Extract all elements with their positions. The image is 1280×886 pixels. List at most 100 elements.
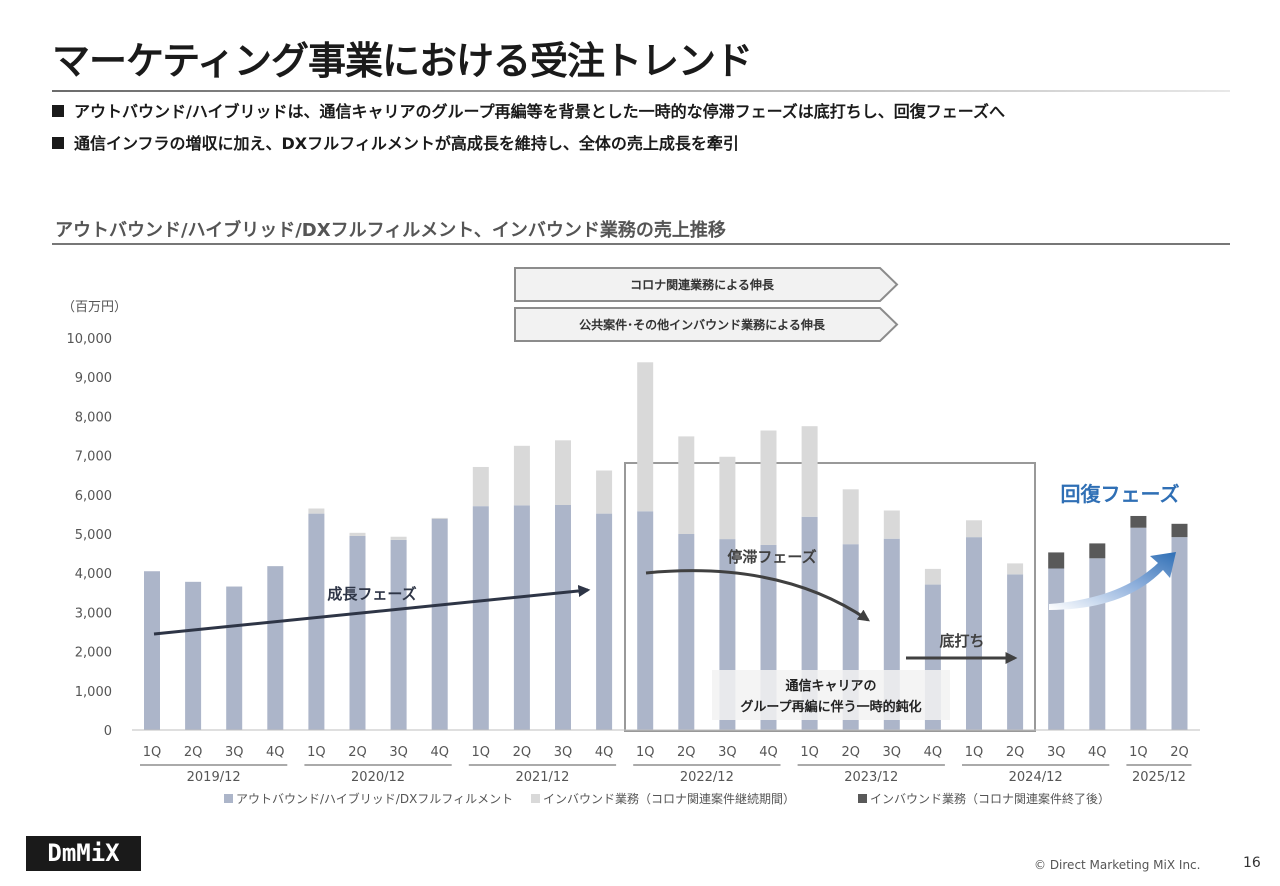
legend-label: インバウンド業務（コロナ関連案件終了後） <box>870 791 1110 806</box>
bar-segment-series-1 <box>966 537 982 730</box>
x-tick-label: 1Q <box>965 745 984 760</box>
y-tick-label: 4,000 <box>75 567 112 582</box>
stagnation-arrow-icon <box>645 569 870 622</box>
bar-segment-series-2 <box>349 532 366 536</box>
bottom-out-annotation: 底打ち <box>906 632 1018 664</box>
x-tick-label: 2Q <box>677 745 696 760</box>
growth-arrow-icon <box>153 584 591 636</box>
bar-segment-series-1 <box>390 539 407 730</box>
title-divider <box>52 90 1230 92</box>
x-axis-fiscal-years: 2019/12 2020/12 2021/12 2022/12 2023/12 2024/… <box>140 764 1192 785</box>
fiscal-year-label: 2022/12 <box>680 770 734 785</box>
bar-segment-series-1 <box>226 586 243 730</box>
y-axis: 0 1,000 2,000 3,000 4,000 5,000 6,000 7,000 8,00… <box>67 332 113 739</box>
x-tick-label: 1Q <box>636 745 655 760</box>
bar-segment-series-2 <box>924 568 941 585</box>
bar-segment-series-1 <box>1048 568 1065 730</box>
x-tick-label: 4Q <box>430 745 449 760</box>
bar-segment-series-1 <box>349 535 366 730</box>
x-tick-label: 2Q <box>348 745 367 760</box>
bar-segment-series-1 <box>513 505 530 730</box>
growth-phase-label: 成長フェーズ <box>327 585 416 603</box>
x-tick-label: 4Q <box>924 745 943 760</box>
bar-segment-series-1 <box>144 571 160 730</box>
fiscal-year-label: 2019/12 <box>187 770 241 785</box>
x-tick-label: 2Q <box>1006 745 1025 760</box>
bar-segment-series-1 <box>1171 537 1188 730</box>
page-number: 16 <box>1243 855 1261 871</box>
bar-segment-series-3 <box>1130 515 1147 528</box>
fiscal-year-label: 2021/12 <box>515 770 569 785</box>
fiscal-year-label: 2020/12 <box>351 770 405 785</box>
carrier-note: 通信キャリアの グループ再編に伴う一時的鈍化 <box>712 670 950 720</box>
bar-segment-series-2 <box>513 445 530 506</box>
stagnation-phase-label: 停滞フェーズ <box>727 548 816 566</box>
bar-segment-series-1 <box>431 518 448 730</box>
bar-segment-series-1 <box>637 511 654 730</box>
bar-segment-series-2 <box>596 470 613 514</box>
bullet-1-text: アウトバウンド/ハイブリッドは、通信キャリアのグループ再編等を背景とした一時的な… <box>74 102 1005 121</box>
banner-public: 公共案件･その他インバウンド業務による伸長 <box>514 307 899 342</box>
bar-segment-series-1 <box>1089 558 1106 730</box>
x-tick-label: 2Q <box>1170 745 1189 760</box>
bullet-square-icon <box>52 137 64 149</box>
bar-segment-series-1 <box>472 506 489 730</box>
x-tick-label: 1Q <box>800 745 819 760</box>
bar-segment-series-2 <box>1007 563 1024 575</box>
recovery-arrow-icon <box>1049 552 1176 610</box>
bar-series <box>144 362 1188 730</box>
x-tick-label: 1Q <box>143 745 162 760</box>
bar-segment-series-3 <box>1089 543 1106 559</box>
x-tick-label: 1Q <box>472 745 491 760</box>
bar-segment-series-1 <box>596 513 613 730</box>
banner-corona-label: コロナ関連業務による伸長 <box>630 277 775 292</box>
x-tick-label: 2Q <box>184 745 203 760</box>
y-tick-label: 3,000 <box>75 606 112 621</box>
page-title: マーケティング事業における受注トレンド <box>52 39 753 83</box>
stagnation-period-box <box>624 462 1036 732</box>
x-tick-label: 3Q <box>718 745 737 760</box>
bottom-out-label: 底打ち <box>939 632 984 650</box>
legend-label: インバウンド業務（コロナ関連案件継続期間） <box>543 791 795 806</box>
bar-segment-series-2 <box>760 430 777 545</box>
bar-segment-series-2 <box>637 362 654 512</box>
legend: アウトバウンド/ハイブリッド/DXフルフィルメント インバウンド業務（コロナ関連案… <box>224 791 1110 806</box>
growth-phase-annotation: 成長フェーズ <box>153 584 591 636</box>
x-tick-label: 3Q <box>883 745 902 760</box>
legend-swatch-icon <box>531 794 540 803</box>
section-divider <box>52 243 1230 245</box>
bar-segment-series-2 <box>472 466 489 507</box>
bullet-1: アウトバウンド/ハイブリッドは、通信キャリアのグループ再編等を背景とした一時的な… <box>52 98 1005 122</box>
y-axis-unit-label: （百万円） <box>62 300 127 315</box>
carrier-note-line2: グループ再編に伴う一時的鈍化 <box>740 699 921 715</box>
x-tick-label: 3Q <box>554 745 573 760</box>
bar-segment-series-2 <box>308 508 325 514</box>
x-tick-label: 3Q <box>1047 745 1066 760</box>
bar-segment-series-3 <box>1171 523 1188 538</box>
x-tick-label: 3Q <box>225 745 244 760</box>
x-tick-label: 2Q <box>513 745 532 760</box>
y-tick-label: 10,000 <box>67 332 113 347</box>
fiscal-year-label: 2024/12 <box>1009 770 1063 785</box>
x-axis-quarters: 1Q 2Q 3Q 4Q 1Q 2Q 3Q 4Q 1Q 2Q 3Q 4Q 1Q 2Q 3Q 4Q 1Q 2Q 3Q 4Q… <box>143 745 1189 760</box>
y-tick-label: 1,000 <box>75 685 112 700</box>
stagnation-phase-annotation: 停滞フェーズ <box>645 548 870 622</box>
x-tick-label: 1Q <box>307 745 326 760</box>
bar-segment-series-2 <box>801 426 818 517</box>
bar-segment-series-2 <box>842 489 859 545</box>
x-tick-label: 3Q <box>389 745 408 760</box>
copyright: © Direct Marketing MiX Inc. <box>1034 858 1201 872</box>
x-tick-label: 1Q <box>1129 745 1148 760</box>
y-tick-label: 2,000 <box>75 646 112 661</box>
bar-segment-series-2 <box>719 456 736 540</box>
bar-segment-series-1 <box>1130 527 1147 730</box>
x-tick-label: 4Q <box>595 745 614 760</box>
bar-segment-series-1 <box>678 534 695 730</box>
carrier-note-background <box>712 670 950 720</box>
bar-segment-series-1 <box>185 581 202 730</box>
x-tick-label: 4Q <box>759 745 778 760</box>
carrier-note-line1: 通信キャリアの <box>785 678 876 694</box>
bar-segment-series-1 <box>267 566 284 730</box>
legend-swatch-icon <box>858 794 867 803</box>
